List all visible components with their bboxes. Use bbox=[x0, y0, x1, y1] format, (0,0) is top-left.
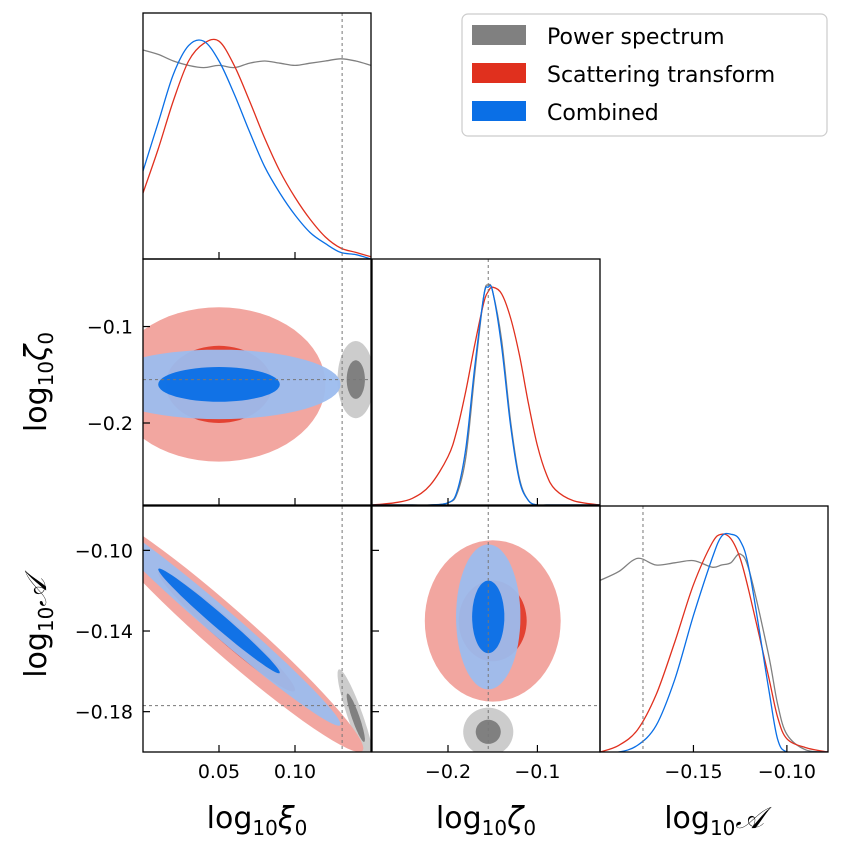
panels: 0.05 0.10 −0.2 −0.1 −0.15 −0.10 −0.1 −0.2 −0.10 −… bbox=[19, 12, 829, 840]
x-tick-label: −0.15 bbox=[664, 761, 722, 783]
x-tick-label: −0.2 bbox=[425, 761, 471, 783]
panel-zeta0-vs-xi0 bbox=[142, 258, 372, 506]
legend-label-scattering: Scattering transform bbox=[547, 63, 775, 88]
marginal-zeta0 bbox=[372, 259, 600, 505]
marginal-curve-scattering bbox=[143, 38, 371, 258]
panel-A-marginal bbox=[599, 505, 829, 753]
panel-xi0-marginal bbox=[142, 12, 372, 260]
legend-label-combined: Combined bbox=[547, 101, 659, 126]
panel-A-vs-xi0 bbox=[142, 505, 372, 753]
marginal-curve-combined bbox=[143, 39, 371, 259]
x-tick-label: 0.10 bbox=[274, 761, 316, 783]
joint-A_vs_zeta0 bbox=[372, 506, 600, 752]
marginal-curve-scattering bbox=[600, 533, 828, 752]
y-tick-label: −0.1 bbox=[87, 317, 133, 339]
marginal-curve-combined bbox=[372, 284, 600, 505]
marginal-curve-power bbox=[372, 283, 600, 505]
y-tick-label: −0.18 bbox=[75, 702, 133, 724]
x-axis-label-A: log10𝒜 bbox=[664, 801, 772, 840]
y-axis-label-A: log10𝒜 bbox=[19, 570, 58, 678]
power-contour-inner bbox=[475, 719, 501, 744]
panel-zeta0-marginal bbox=[371, 258, 601, 506]
combined-contour-inner bbox=[158, 568, 280, 674]
y-tick-label: −0.10 bbox=[75, 540, 133, 562]
marginal-curve-scattering bbox=[372, 286, 600, 505]
y-tick-label: −0.14 bbox=[75, 621, 133, 643]
x-tick-label: 0.05 bbox=[198, 761, 240, 783]
legend-swatch-scattering bbox=[472, 63, 526, 83]
x-axis-label-zeta0: log10ζ0 bbox=[436, 801, 536, 840]
legend-frame bbox=[461, 13, 828, 137]
marginal-A bbox=[600, 506, 828, 752]
marginal-curve-power bbox=[600, 553, 828, 752]
power-contour-inner bbox=[346, 693, 365, 742]
joint-A_vs_xi0 bbox=[143, 506, 371, 752]
marginal-xi0 bbox=[143, 13, 371, 259]
legend-swatch-power bbox=[472, 25, 526, 45]
joint-zeta0_vs_xi0 bbox=[143, 259, 371, 505]
x-tick-label: −0.1 bbox=[514, 761, 560, 783]
x-axis-label-xi0: log10ξ0 bbox=[207, 801, 308, 840]
legend: Power spectrum Scattering transform Comb… bbox=[461, 13, 828, 137]
x-tick-label: −0.10 bbox=[758, 761, 816, 783]
legend-swatch-combined bbox=[472, 101, 526, 121]
y-axis-label-zeta0: log10ζ0 bbox=[19, 332, 58, 432]
combined-contour-inner bbox=[158, 367, 280, 402]
legend-label-power: Power spectrum bbox=[547, 25, 725, 50]
marginal-curve-combined bbox=[600, 532, 828, 752]
y-tick-label: −0.2 bbox=[87, 413, 133, 435]
panel-A-vs-zeta0 bbox=[371, 505, 601, 753]
marginal-curve-power bbox=[143, 49, 371, 69]
